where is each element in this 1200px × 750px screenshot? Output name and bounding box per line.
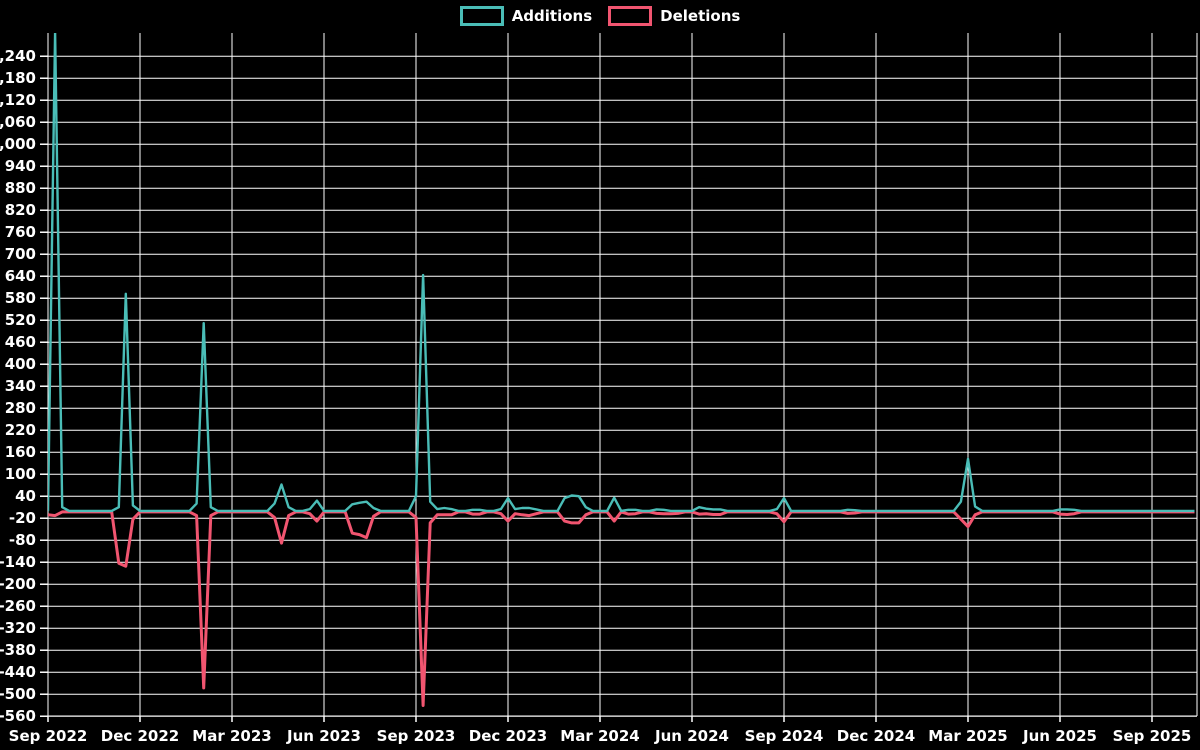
y-tick-label: 160 [5, 443, 36, 461]
legend-label-deletions: Deletions [660, 6, 741, 25]
x-tick-label: Jun 2025 [1022, 727, 1097, 745]
x-tick-label: Mar 2024 [560, 727, 639, 745]
legend-item-additions[interactable]: Additions [459, 6, 593, 26]
y-tick-label: -260 [0, 597, 36, 615]
y-tick-label: 460 [5, 333, 36, 351]
x-tick-label: Dec 2024 [837, 727, 916, 745]
y-tick-label: -320 [0, 619, 36, 637]
y-tick-label: 280 [5, 399, 36, 417]
y-tick-label: 1,000 [0, 135, 36, 153]
x-tick-label: Sep 2023 [377, 727, 456, 745]
y-tick-label: 580 [5, 289, 36, 307]
legend-label-additions: Additions [511, 6, 593, 25]
legend-item-deletions[interactable]: Deletions [608, 6, 740, 26]
y-tick-label: 520 [5, 311, 36, 329]
additions-line [48, 33, 1195, 513]
x-tick-label: Sep 2022 [9, 727, 88, 745]
y-tick-label: 40 [15, 487, 36, 505]
y-tick-label: 880 [5, 179, 36, 197]
x-tick-label: Sep 2025 [1113, 727, 1192, 745]
y-tick-label: -80 [9, 531, 36, 549]
y-tick-label: -380 [0, 641, 36, 659]
y-tick-label: -20 [9, 509, 36, 527]
chart-legend: Additions Deletions [0, 6, 1200, 26]
x-tick-label: Sep 2024 [745, 727, 824, 745]
y-tick-label: 1,240 [0, 47, 36, 65]
x-tick-label: Dec 2022 [101, 727, 180, 745]
y-tick-label: 940 [5, 157, 36, 175]
y-tick-label: 760 [5, 223, 36, 241]
y-tick-label: 1,120 [0, 91, 36, 109]
y-tick-label: -200 [0, 575, 36, 593]
deletions-swatch-icon [608, 6, 653, 26]
y-tick-label: -140 [0, 553, 36, 571]
y-tick-label: 220 [5, 421, 36, 439]
y-tick-label: 1,180 [0, 69, 36, 87]
x-tick-label: Dec 2023 [469, 727, 548, 745]
y-tick-label: -560 [0, 707, 36, 725]
x-axis: Sep 2022 Dec 2022 Mar 2023 Jun 2023 Sep 2023… [9, 716, 1192, 745]
additions-swatch-icon [459, 6, 504, 26]
y-tick-label: -440 [0, 663, 36, 681]
y-tick-label: 340 [5, 377, 36, 395]
x-tick-label: Jun 2024 [654, 727, 729, 745]
y-tick-label: 700 [5, 245, 36, 263]
x-tick-label: Mar 2023 [192, 727, 271, 745]
gridlines [47, 33, 1198, 717]
y-tick-label: 640 [5, 267, 36, 285]
y-tick-label: 820 [5, 201, 36, 219]
x-tick-label: Jun 2023 [286, 727, 361, 745]
y-axis: -560 -500 -440 -380 -320 -260 -200 -140 -80 -20 40… [0, 47, 48, 725]
deletions-line [48, 510, 1195, 707]
x-tick-label: Mar 2025 [928, 727, 1007, 745]
y-tick-label: 1,060 [0, 113, 36, 131]
y-tick-label: 400 [5, 355, 36, 373]
y-tick-label: 100 [5, 465, 36, 483]
y-tick-label: -500 [0, 685, 36, 703]
